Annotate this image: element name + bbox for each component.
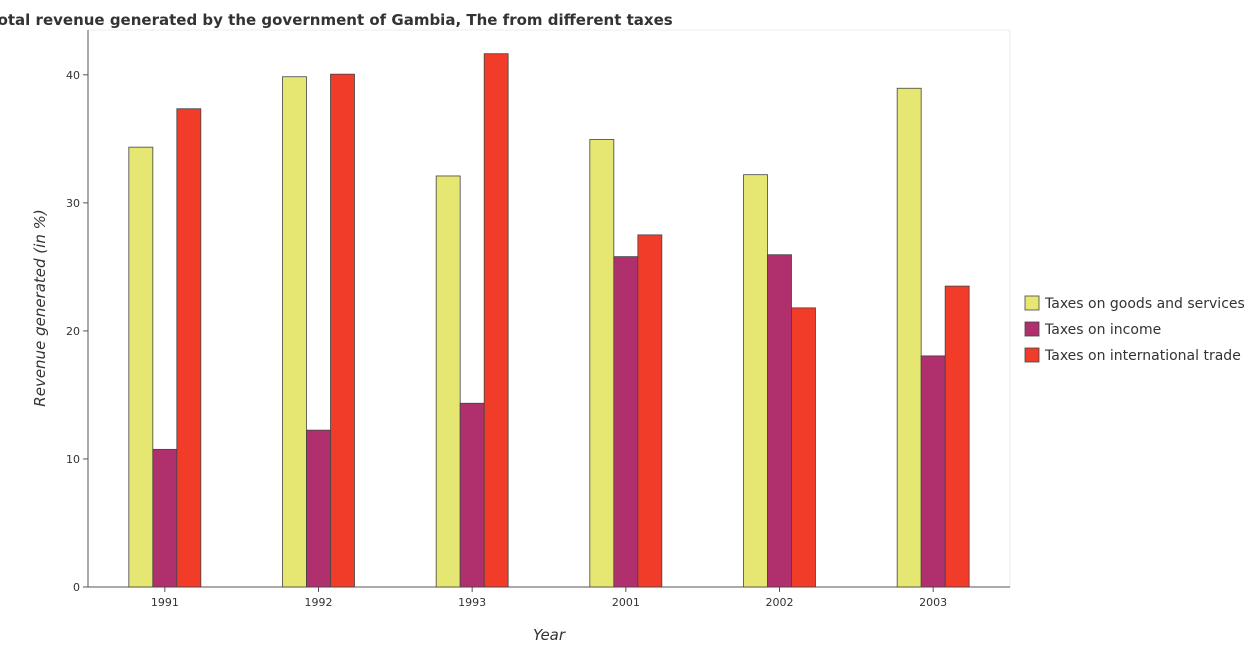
x-axis-label: Year xyxy=(533,626,566,644)
bar xyxy=(767,254,792,588)
bar xyxy=(589,139,615,588)
bar xyxy=(483,53,509,588)
y-tick-label: 30 xyxy=(66,197,80,210)
bar xyxy=(637,234,663,588)
bar xyxy=(330,73,355,588)
x-tick-label: 2002 xyxy=(766,596,794,609)
bar xyxy=(613,256,639,588)
legend-label: Taxes on income xyxy=(1044,322,1161,338)
bar xyxy=(459,402,485,588)
legend-label: Taxes on international trade xyxy=(1044,348,1241,364)
bar xyxy=(791,307,816,588)
chart-title: Total revenue generated by the governmen… xyxy=(0,11,673,29)
y-tick-label: 10 xyxy=(66,453,80,466)
legend-swatch xyxy=(1024,347,1040,363)
bars xyxy=(128,53,970,588)
x-tick-label: 1992 xyxy=(305,596,333,609)
y-tick-label: 40 xyxy=(66,69,80,82)
bar xyxy=(920,355,946,588)
legend-swatch xyxy=(1024,295,1040,311)
bar xyxy=(306,429,331,588)
x-tick-label: 2003 xyxy=(919,596,947,609)
y-tick-label: 0 xyxy=(73,581,80,594)
y-axis-label: Revenue generated (in %) xyxy=(31,209,49,406)
y-tick-label: 20 xyxy=(66,325,80,338)
bar xyxy=(944,285,970,588)
legend-swatch xyxy=(1024,321,1040,337)
x-tick-label: 2001 xyxy=(612,596,640,609)
bar xyxy=(435,175,461,588)
bar xyxy=(282,76,307,588)
legend: Taxes on goods and services Taxes on inco… xyxy=(1024,295,1245,364)
y-axis: 0 10 20 30 40 xyxy=(66,30,89,594)
legend-label: Taxes on goods and services xyxy=(1044,296,1245,312)
bar xyxy=(743,174,768,588)
bar xyxy=(896,87,922,588)
x-axis: 1991 1992 1993 2001 2002 2003 xyxy=(88,586,1010,609)
bar xyxy=(128,146,154,588)
bar xyxy=(176,108,202,588)
plot-area xyxy=(87,29,1011,588)
bar xyxy=(152,448,178,588)
x-tick-label: 1993 xyxy=(458,596,486,609)
x-tick-label: 1991 xyxy=(151,596,179,609)
